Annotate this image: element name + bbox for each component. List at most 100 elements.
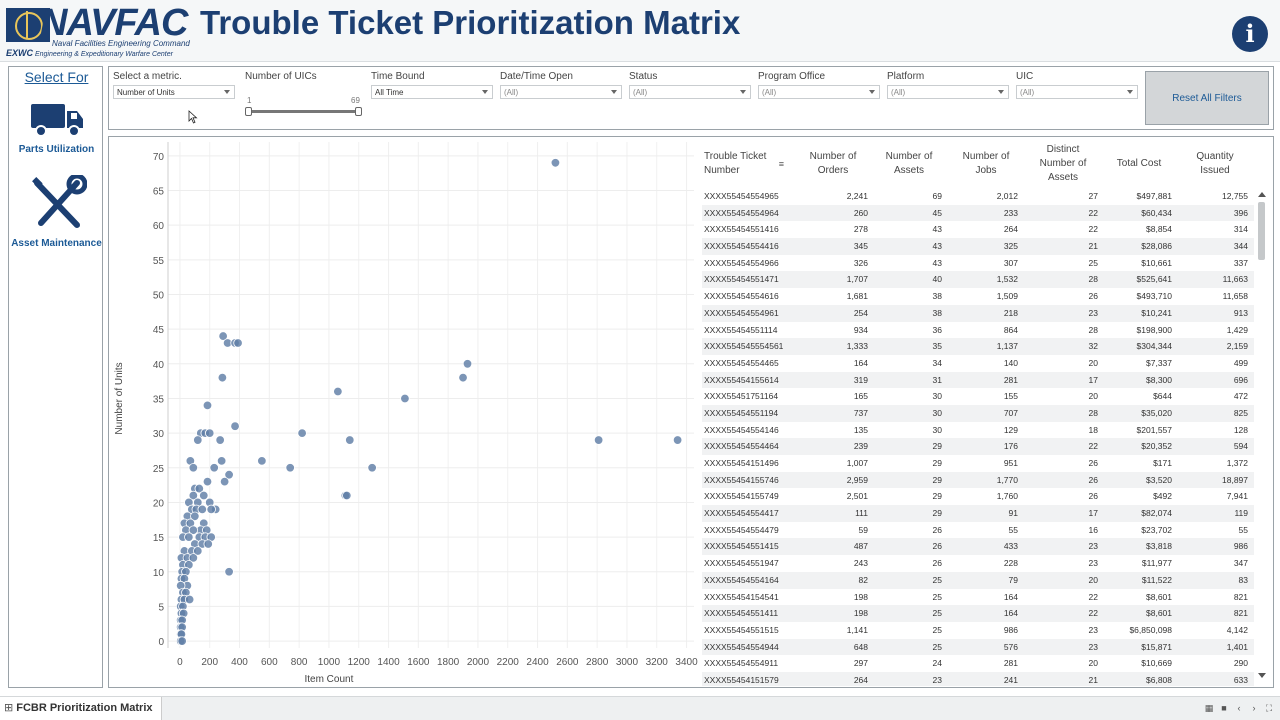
sidebar-item-parts-utilization[interactable]: Parts Utilization — [9, 101, 104, 156]
table-row[interactable]: XXXX55454554465 164 34 140 20 $7,337 499 — [702, 355, 1254, 372]
date-open-select[interactable]: (All) — [500, 85, 622, 99]
fullscreen-icon[interactable]: ⛶ — [1265, 703, 1273, 713]
table-scrollbar[interactable] — [1256, 190, 1268, 682]
scatter-point[interactable] — [205, 428, 215, 438]
reset-all-filters-button[interactable]: Reset All Filters — [1145, 71, 1269, 125]
table-row[interactable]: XXXX55454554417 111 29 91 17 $82,074 119 — [702, 505, 1254, 522]
sidebar-item-asset-maintenance[interactable]: Asset Maintenance — [9, 173, 104, 250]
table-row[interactable]: XXXX55454554965 2,241 69 2,012 27 $497,881 12,… — [702, 188, 1254, 205]
grid-view-icon[interactable]: ▦ — [1204, 703, 1214, 713]
scatter-point[interactable] — [672, 435, 683, 445]
table-row[interactable]: XXXX55454551194 737 30 707 28 $35,020 825 — [702, 404, 1254, 422]
scatter-point[interactable] — [345, 435, 355, 445]
scatter-point[interactable] — [188, 553, 199, 563]
table-row[interactable]: XXXX55454554616 1,681 38 1,509 26 $493,710 11,… — [702, 288, 1254, 305]
scatter-point[interactable] — [184, 594, 195, 605]
column-header-jobs[interactable]: Number of Jobs — [962, 151, 1010, 176]
column-header-orders[interactable]: Number of Orders — [809, 151, 857, 176]
uic-select[interactable]: (All) — [1016, 85, 1138, 99]
scatter-point[interactable] — [188, 463, 199, 473]
table-row[interactable]: XXXX55454551947 243 26 228 23 $11,977 347 — [702, 555, 1254, 572]
table-row[interactable]: XXXX55454554961 254 38 218 23 $10,241 913 — [702, 304, 1254, 322]
slider-min-handle[interactable] — [245, 107, 252, 116]
table-row[interactable]: XXXX55454551114 934 36 864 28 $198,900 1,429 — [702, 322, 1254, 339]
scatter-point[interactable] — [188, 490, 199, 501]
sort-icon[interactable]: ≡ — [778, 159, 784, 169]
scatter-point[interactable] — [297, 428, 307, 438]
platform-select[interactable]: (All) — [887, 85, 1009, 99]
column-header-assets[interactable]: Number of Assets — [885, 151, 933, 176]
scatter-point[interactable] — [593, 435, 604, 445]
scatter-point[interactable] — [218, 331, 228, 341]
table-row[interactable]: XXXX55454554464 239 29 176 22 $20,352 594 — [702, 438, 1254, 455]
next-sheet-icon[interactable]: › — [1252, 703, 1256, 713]
scatter-point[interactable] — [193, 435, 203, 445]
scatter-point[interactable] — [224, 567, 234, 577]
scatter-point[interactable] — [209, 463, 219, 473]
scatter-point[interactable] — [199, 490, 209, 501]
scatter-point[interactable] — [190, 511, 200, 522]
scatter-point[interactable] — [215, 435, 225, 445]
table-row[interactable]: XXXX55454554416 345 43 325 21 $28,086 344 — [702, 238, 1254, 255]
slider-max-handle[interactable] — [355, 107, 362, 116]
scatter-point[interactable] — [367, 463, 377, 473]
table-row[interactable]: XXXX55454551411 198 25 164 22 $8,601 821 — [702, 605, 1254, 622]
table-row[interactable]: XXXX55454551471 1,707 40 1,532 28 $525,641 11,… — [702, 271, 1254, 289]
table-row[interactable]: XXXX55454155746 2,959 29 1,770 26 $3,520 18,89… — [702, 471, 1254, 489]
scatter-point[interactable] — [177, 636, 187, 646]
table-row[interactable]: XXXX55451751164 165 30 155 20 $644 472 — [702, 388, 1254, 405]
scatter-point[interactable] — [219, 476, 230, 487]
table-row[interactable]: XXXX55454551416 278 43 264 22 $8,854 314 — [702, 221, 1254, 238]
scatter-point[interactable] — [342, 490, 352, 501]
column-header-ticket-number[interactable]: Trouble Ticket Number ≡ — [704, 140, 784, 188]
scatter-point[interactable] — [197, 504, 207, 515]
table-row[interactable]: XXXX55454154541 198 25 164 22 $8,601 821 — [702, 589, 1254, 606]
column-header-quantity-issued[interactable]: Quantity Issued — [1196, 151, 1234, 176]
scatter-point[interactable] — [233, 338, 243, 348]
status-select[interactable]: (All) — [629, 85, 751, 99]
scroll-down-icon[interactable] — [1258, 673, 1266, 678]
scatter-point[interactable] — [458, 372, 468, 383]
scatter-point[interactable] — [462, 359, 473, 369]
scatter-point[interactable] — [193, 546, 203, 556]
slider-track[interactable] — [247, 110, 359, 113]
column-header-total-cost[interactable]: Total Cost — [1116, 158, 1162, 169]
scatter-point[interactable] — [188, 525, 199, 535]
scatter-point[interactable] — [224, 470, 234, 480]
scatter-point[interactable] — [202, 476, 213, 487]
scatter-point[interactable] — [230, 421, 240, 431]
table-row[interactable]: XXXX55454554911 297 24 281 20 $10,669 290 — [702, 655, 1254, 672]
program-office-select[interactable]: (All) — [758, 85, 880, 99]
scrollbar-thumb[interactable] — [1258, 202, 1265, 260]
scatter-point[interactable] — [333, 386, 343, 397]
prev-sheet-icon[interactable]: ‹ — [1237, 703, 1241, 713]
table-row[interactable]: XXXX55454551515 1,141 25 986 23 $6,850,098 4,1… — [702, 622, 1254, 639]
table-row[interactable]: XXXX55454554146 135 30 129 18 $201,557 128 — [702, 422, 1254, 439]
scatter-point[interactable] — [184, 532, 194, 542]
table-row[interactable]: XXXX55454554164 82 25 79 20 $11,522 83 — [702, 571, 1254, 589]
scatter-point[interactable] — [203, 539, 213, 549]
scatter-point[interactable] — [257, 456, 267, 466]
table-row[interactable]: XXXX55454155749 2,501 29 1,760 26 $492 7,941 — [702, 488, 1254, 505]
scatter-point[interactable] — [206, 504, 216, 515]
table-row[interactable]: XXXX55454554964 260 45 233 22 $60,434 396 — [702, 204, 1254, 222]
table-row[interactable]: XXXX55454155614 319 31 281 17 $8,300 696 — [702, 371, 1254, 389]
tile-view-icon[interactable]: ■ — [1221, 703, 1227, 713]
metric-select[interactable]: Number of Units — [113, 85, 235, 99]
table-row[interactable]: XXXX55454554966 326 43 307 25 $10,661 337 — [702, 255, 1254, 272]
table-row[interactable]: XXXX554545554561 1,333 35 1,137 32 $304,344 2,… — [702, 338, 1254, 355]
info-button[interactable]: i — [1232, 16, 1268, 52]
time-bound-select[interactable]: All Time — [371, 85, 493, 99]
scatter-point[interactable] — [216, 456, 227, 466]
scatter-point[interactable] — [550, 158, 561, 168]
scatter-chart[interactable]: 0 200 400 600 800 1000 1200 1400 1600 1800 2000 220… — [110, 138, 702, 686]
scatter-point[interactable] — [217, 372, 228, 383]
column-header-distinct-assets[interactable]: Distinct Number of Assets — [1039, 144, 1087, 183]
sheet-tab-prioritization-matrix[interactable]: ⊞ FCBR Prioritization Matrix — [0, 697, 162, 720]
table-row[interactable]: XXXX55454554944 648 25 576 23 $15,871 1,401 — [702, 638, 1254, 656]
scroll-up-icon[interactable] — [1258, 192, 1266, 197]
scatter-point[interactable] — [400, 393, 410, 404]
table-row[interactable]: XXXX55454551415 487 26 433 23 $3,818 986 — [702, 538, 1254, 556]
table-row[interactable]: XXXX55454151579 264 23 241 21 $6,808 633 — [702, 671, 1254, 686]
scatter-point[interactable] — [194, 483, 204, 494]
